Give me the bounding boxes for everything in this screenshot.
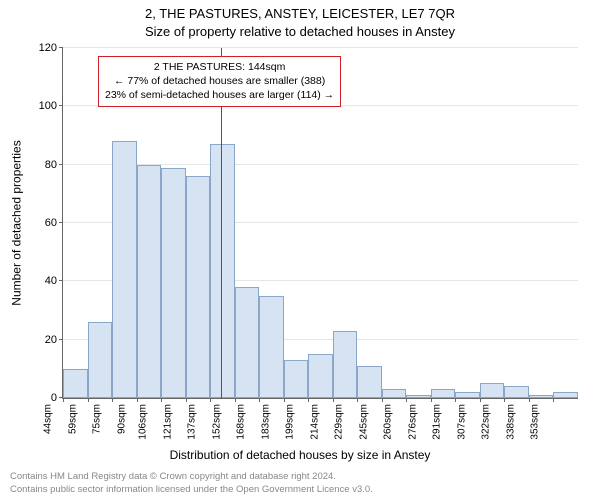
x-tick-mark	[455, 398, 456, 402]
x-tick-label: 338sqm	[506, 404, 517, 440]
x-tick-label: 90sqm	[116, 404, 127, 434]
histogram-bar	[284, 360, 309, 398]
x-tick-mark	[529, 398, 530, 402]
y-tick-label: 100	[39, 100, 57, 112]
x-tick-mark	[161, 398, 162, 402]
y-tick-label: 120	[39, 42, 57, 54]
x-tick-label: 121sqm	[162, 404, 173, 440]
x-tick-label: 307sqm	[457, 404, 468, 440]
x-tick-mark	[235, 398, 236, 402]
annotation-line: 2 THE PASTURES: 144sqm	[105, 60, 334, 74]
y-tick-mark	[59, 339, 63, 340]
x-tick-label: 214sqm	[309, 404, 320, 440]
histogram-bar	[161, 168, 186, 398]
annotation-line: ← 77% of detached houses are smaller (38…	[105, 74, 334, 88]
x-tick-mark	[137, 398, 138, 402]
title-line-1: 2, THE PASTURES, ANSTEY, LEICESTER, LE7 …	[0, 6, 600, 21]
x-tick-mark	[186, 398, 187, 402]
x-tick-mark	[284, 398, 285, 402]
x-tick-mark	[63, 398, 64, 402]
x-tick-label: 106sqm	[138, 404, 149, 440]
x-tick-mark	[308, 398, 309, 402]
histogram-bar	[333, 331, 358, 398]
x-tick-label: 353sqm	[530, 404, 541, 440]
x-tick-label: 260sqm	[383, 404, 394, 440]
x-tick-mark	[553, 398, 554, 402]
histogram-bar	[88, 322, 113, 398]
x-tick-label: 59sqm	[67, 404, 78, 434]
title-line-2: Size of property relative to detached ho…	[0, 24, 600, 39]
footer-line-1: Contains HM Land Registry data © Crown c…	[10, 471, 590, 483]
histogram-bar	[210, 144, 235, 398]
y-tick-label: 20	[45, 334, 57, 346]
x-tick-mark	[431, 398, 432, 402]
y-tick-mark	[59, 164, 63, 165]
x-tick-mark	[357, 398, 358, 402]
annotation-box: 2 THE PASTURES: 144sqm← 77% of detached …	[98, 56, 341, 107]
footer-line-2: Contains public sector information licen…	[10, 484, 590, 496]
x-tick-mark	[406, 398, 407, 402]
y-tick-mark	[59, 222, 63, 223]
x-tick-mark	[504, 398, 505, 402]
histogram-bar	[553, 392, 578, 398]
x-tick-label: 245sqm	[359, 404, 370, 440]
x-tick-label: 183sqm	[260, 404, 271, 440]
x-tick-mark	[210, 398, 211, 402]
histogram-bar	[63, 369, 88, 398]
y-axis-label: Number of detached properties	[10, 48, 24, 398]
plot-area: 02040608010012044sqm59sqm75sqm90sqm106sq…	[62, 48, 578, 399]
histogram-bar	[259, 296, 284, 398]
x-tick-mark	[382, 398, 383, 402]
histogram-bar	[504, 386, 529, 398]
x-tick-mark	[112, 398, 113, 402]
y-tick-mark	[59, 280, 63, 281]
y-tick-label: 0	[51, 392, 57, 404]
x-tick-label: 322sqm	[481, 404, 492, 440]
x-tick-label: 291sqm	[432, 404, 443, 440]
histogram-bar	[529, 395, 554, 398]
x-tick-label: 168sqm	[236, 404, 247, 440]
histogram-bar	[137, 165, 162, 398]
histogram-bar	[455, 392, 480, 398]
histogram-bar	[235, 287, 260, 398]
chart-container: 2, THE PASTURES, ANSTEY, LEICESTER, LE7 …	[0, 0, 600, 500]
x-axis-label: Distribution of detached houses by size …	[0, 448, 600, 462]
histogram-bar	[406, 395, 431, 398]
histogram-bar	[480, 383, 505, 398]
x-tick-label: 199sqm	[285, 404, 296, 440]
grid-line	[63, 47, 578, 48]
x-tick-label: 44sqm	[42, 404, 53, 434]
x-tick-label: 75sqm	[92, 404, 103, 434]
histogram-bar	[112, 141, 137, 398]
histogram-bar	[431, 389, 456, 398]
histogram-bar	[382, 389, 407, 398]
y-tick-label: 80	[45, 159, 57, 171]
footer-attribution: Contains HM Land Registry data © Crown c…	[10, 471, 590, 496]
histogram-bar	[186, 176, 211, 398]
x-tick-label: 137sqm	[187, 404, 198, 440]
annotation-line: 23% of semi-detached houses are larger (…	[105, 88, 334, 102]
histogram-bar	[357, 366, 382, 398]
x-tick-mark	[88, 398, 89, 402]
x-tick-mark	[333, 398, 334, 402]
y-tick-label: 60	[45, 217, 57, 229]
x-tick-mark	[259, 398, 260, 402]
x-tick-label: 276sqm	[408, 404, 419, 440]
x-tick-mark	[480, 398, 481, 402]
y-tick-label: 40	[45, 275, 57, 287]
histogram-bar	[308, 354, 333, 398]
x-tick-label: 152sqm	[211, 404, 222, 440]
y-tick-mark	[59, 47, 63, 48]
x-tick-label: 229sqm	[334, 404, 345, 440]
y-tick-mark	[59, 105, 63, 106]
